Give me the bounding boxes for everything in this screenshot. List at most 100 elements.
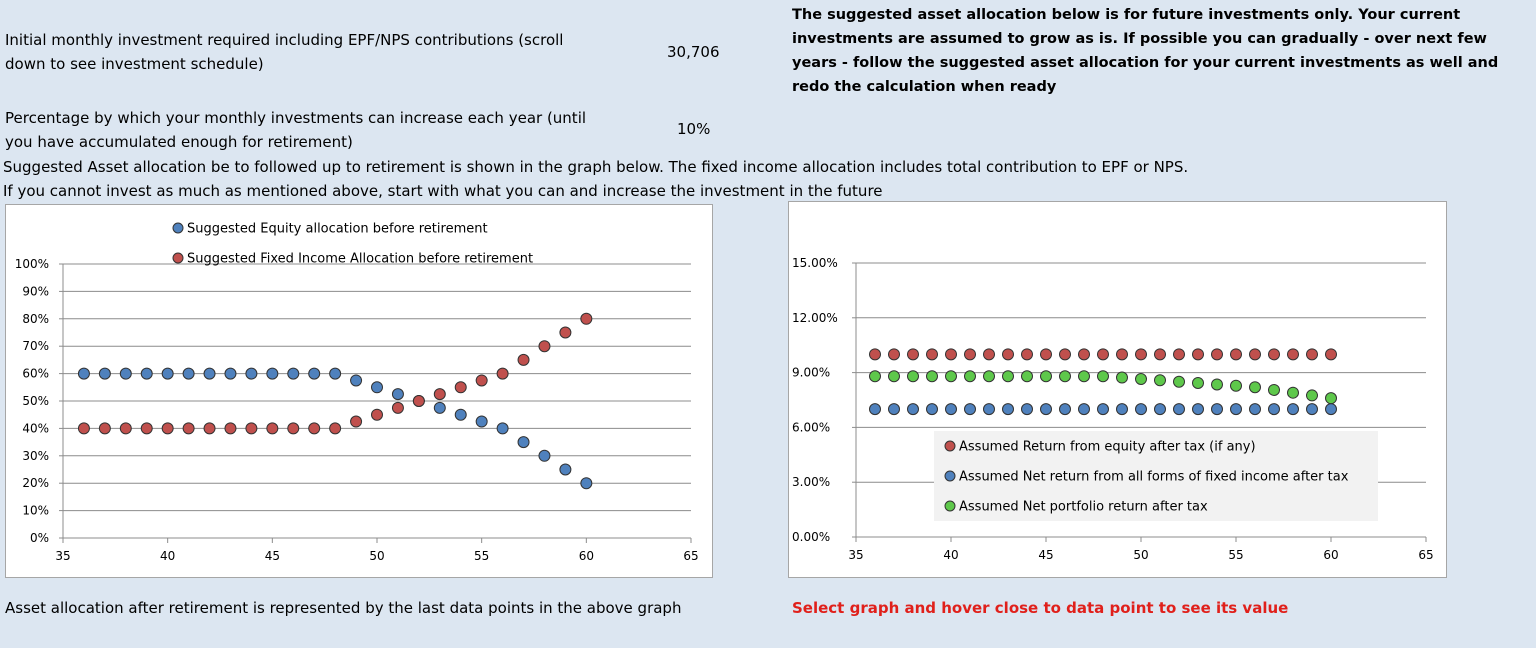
y-tick-label: 40% [22,421,49,435]
data-point [1097,403,1109,416]
data-point [329,367,342,380]
allocation-chart-panel[interactable]: 0% 10% 20% 30% 40% 50% 60% 70% 80% 90% 100% 35 40 45 5… [5,204,713,578]
x-tick-label: 40 [943,548,958,562]
legend-label: Suggested Fixed Income Allocation before… [187,252,533,267]
legend-label: Suggested Equity allocation before retir… [187,222,488,237]
data-point [1249,381,1261,394]
data-point [869,370,881,383]
data-point [907,403,919,416]
y-tick-label: 60% [22,367,49,381]
data-point [1002,403,1014,416]
x-tick-label: 55 [474,549,489,563]
suggested-allocation-text: Suggested Asset allocation be to followe… [3,158,1189,176]
data-point [964,403,976,416]
y-tick-label: 70% [22,339,49,353]
data-point [224,422,237,435]
data-point [287,422,300,435]
data-point [1059,403,1071,416]
data-point [1135,403,1147,416]
returns-chart[interactable]: 0.00% 3.00% 6.00% 9.00% 12.00% 15.00% 35 40 45 50… [789,202,1446,577]
data-point [1211,403,1223,416]
data-point [1192,377,1204,390]
data-point [182,367,195,380]
data-point [454,408,467,421]
data-point [433,388,446,401]
data-point [1325,392,1337,405]
returns-chart-panel[interactable]: 0.00% 3.00% 6.00% 9.00% 12.00% 15.00% 35 40 45 50… [788,201,1447,578]
data-point [983,348,995,361]
data-point [1116,403,1128,416]
legend-marker [172,222,184,234]
data-point [77,422,90,435]
data-point [1078,348,1090,361]
data-point [1040,348,1052,361]
data-point [517,353,530,366]
allocation-chart[interactable]: 0% 10% 20% 30% 40% 50% 60% 70% 80% 90% 100% 35 40 45 5… [6,205,712,577]
x-tick-label: 65 [1418,548,1433,562]
annual-increase-value[interactable]: 10% [677,120,711,138]
data-point [308,367,321,380]
data-point [496,367,509,380]
data-point [287,367,300,380]
y-tick-label: 10% [22,504,49,518]
data-point [1268,383,1280,396]
data-point [1325,403,1337,416]
data-point [888,348,900,361]
monthly-investment-value[interactable]: 30,706 [667,43,720,61]
x-tick-label: 35 [55,549,70,563]
data-point [77,367,90,380]
post-retirement-note: Asset allocation after retirement is rep… [5,599,682,617]
data-point [1211,378,1223,391]
data-point [182,422,195,435]
data-point [224,367,237,380]
legend-marker [172,252,184,264]
data-point [496,422,509,435]
allocation-note: The suggested asset allocation below is … [792,7,1499,95]
x-tick-label: 50 [1133,548,1148,562]
data-point [907,370,919,383]
data-point [1002,370,1014,383]
data-point [945,370,957,383]
x-tick-label: 60 [1323,548,1338,562]
data-point [1078,370,1090,383]
data-point [371,408,383,421]
data-point [1116,348,1128,361]
legend-marker [944,500,956,512]
legend-label: Assumed Net return from all forms of fix… [959,470,1349,485]
annual-increase-label: Percentage by which your monthly investm… [5,109,587,151]
data-point [926,348,938,361]
data-point [412,395,425,407]
y-tick-label: 50% [22,394,49,408]
data-point [1002,348,1014,361]
data-point [559,463,572,476]
data-point [559,326,572,339]
x-tick-label: 50 [369,549,384,563]
data-point [1021,403,1033,416]
data-point [983,403,995,416]
y-tick-label: 15.00% [792,256,838,270]
data-point [350,415,363,428]
data-point [964,370,976,383]
data-point [580,312,593,325]
data-point [140,367,153,380]
data-point [454,381,467,394]
data-point [1059,370,1071,383]
data-point [1059,348,1071,361]
data-point [1249,348,1261,361]
x-tick-label: 60 [579,549,594,563]
legend-label: Assumed Return from equity after tax (if… [959,440,1256,455]
data-point [1211,348,1223,361]
data-point [140,422,153,435]
data-point [1173,403,1185,416]
y-tick-label: 6.00% [792,420,830,434]
data-point [1268,348,1280,361]
data-point [475,374,488,387]
data-point [1173,375,1185,388]
data-point [1116,371,1128,384]
data-point [1306,389,1318,402]
data-point [888,403,900,416]
data-point [161,367,174,380]
data-point [1287,386,1299,399]
data-point [907,348,919,361]
data-point [433,401,446,414]
